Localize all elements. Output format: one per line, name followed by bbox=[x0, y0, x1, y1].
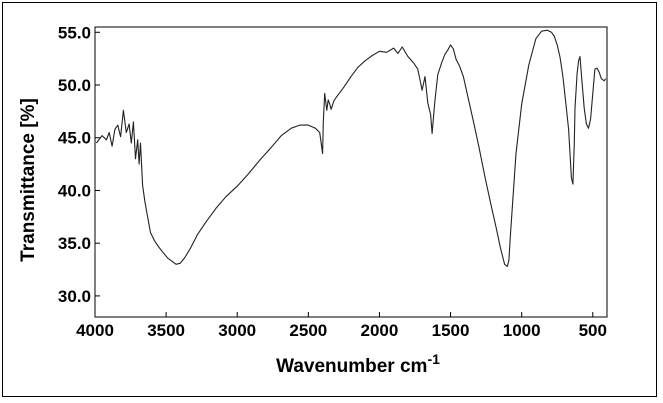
y-tick-label: 40.0 bbox=[58, 181, 91, 200]
x-tick-label: 1500 bbox=[432, 321, 470, 340]
x-tick-label: 1000 bbox=[503, 321, 541, 340]
x-tick-label: 3000 bbox=[218, 321, 256, 340]
y-tick-label: 50.0 bbox=[58, 76, 91, 95]
x-tick-label: 3500 bbox=[147, 321, 185, 340]
spectrum-series-line bbox=[95, 29, 607, 267]
x-tick-label: 4000 bbox=[76, 321, 114, 340]
x-axis: 4000 3500 3000 2500 2000 1500 1000 500 bbox=[76, 312, 607, 340]
y-axis: 30.0 35.0 40.0 45.0 50.0 55.0 bbox=[58, 23, 100, 306]
plot-area bbox=[94, 26, 608, 318]
y-tick-label: 45.0 bbox=[58, 129, 91, 148]
x-tick-label: 2500 bbox=[289, 321, 327, 340]
x-tick-label: 500 bbox=[579, 321, 607, 340]
y-tick-label: 30.0 bbox=[58, 287, 91, 306]
y-tick-label: 35.0 bbox=[58, 234, 91, 253]
y-tick-label: 55.0 bbox=[58, 23, 91, 42]
y-axis-title: Transmittance [%] bbox=[18, 98, 39, 262]
x-tick-label: 2000 bbox=[361, 321, 399, 340]
x-axis-title: Wavenumber cm-1 bbox=[276, 351, 440, 377]
